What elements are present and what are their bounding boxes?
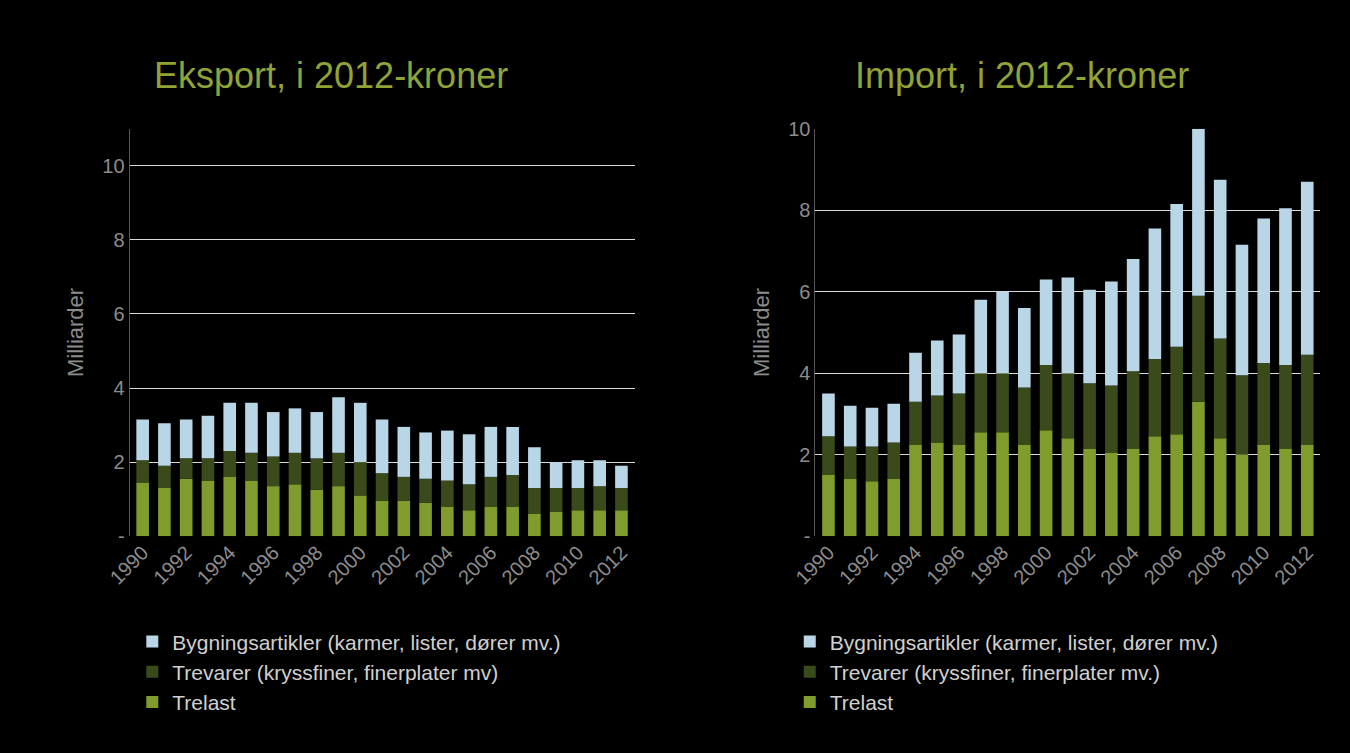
svg-text:Trevarer (kryssfiner, finerpla: Trevarer (kryssfiner, finerplater mv): [172, 661, 498, 684]
svg-text:2010: 2010: [541, 541, 588, 588]
svg-text:2012: 2012: [584, 541, 631, 588]
svg-text:-: -: [118, 525, 125, 547]
svg-text:Trelast: Trelast: [172, 691, 236, 714]
svg-text:2008: 2008: [497, 541, 544, 588]
svg-text:6: 6: [113, 303, 124, 325]
svg-text:2000: 2000: [323, 541, 370, 588]
svg-text:Import, i 2012-kroner: Import, i 2012-kroner: [855, 55, 1189, 96]
svg-text:2006: 2006: [454, 541, 501, 588]
svg-text:8: 8: [113, 229, 124, 251]
svg-text:1990: 1990: [791, 541, 838, 588]
svg-text:1992: 1992: [149, 541, 196, 588]
svg-text:Eksport, i 2012-kroner: Eksport, i 2012-kroner: [154, 55, 508, 96]
svg-text:1996: 1996: [922, 541, 969, 588]
svg-text:10: 10: [102, 155, 124, 177]
svg-text:1990: 1990: [106, 541, 153, 588]
svg-text:2010: 2010: [1227, 541, 1274, 588]
svg-text:1996: 1996: [236, 541, 283, 588]
svg-text:2008: 2008: [1183, 541, 1230, 588]
svg-text:Trevarer (kryssfiner, finerpla: Trevarer (kryssfiner, finerplater mv.): [830, 661, 1160, 684]
svg-text:1994: 1994: [193, 541, 240, 588]
svg-text:2012: 2012: [1270, 541, 1317, 588]
svg-text:2: 2: [799, 444, 810, 466]
svg-text:1992: 1992: [835, 541, 882, 588]
svg-text:4: 4: [113, 377, 124, 399]
svg-text:-: -: [804, 525, 811, 547]
svg-text:2004: 2004: [410, 541, 457, 588]
svg-text:8: 8: [799, 199, 810, 221]
svg-text:Trelast: Trelast: [830, 691, 894, 714]
svg-text:1998: 1998: [965, 541, 1012, 588]
svg-text:1994: 1994: [878, 541, 925, 588]
svg-text:2000: 2000: [1009, 541, 1056, 588]
svg-text:6: 6: [799, 281, 810, 303]
svg-text:1998: 1998: [280, 541, 327, 588]
svg-text:4: 4: [799, 362, 810, 384]
svg-text:Milliarder: Milliarder: [63, 288, 88, 377]
svg-text:Bygningsartikler (karmer, list: Bygningsartikler (karmer, lister, dører …: [172, 631, 560, 654]
svg-text:2002: 2002: [367, 541, 414, 588]
svg-text:2002: 2002: [1052, 541, 1099, 588]
svg-text:Bygningsartikler (karmer, list: Bygningsartikler (karmer, lister, dører …: [830, 631, 1218, 654]
svg-text:Milliarder: Milliarder: [749, 288, 774, 377]
svg-text:2: 2: [113, 451, 124, 473]
svg-text:10: 10: [788, 118, 810, 140]
svg-text:2004: 2004: [1096, 541, 1143, 588]
svg-text:2006: 2006: [1140, 541, 1187, 588]
